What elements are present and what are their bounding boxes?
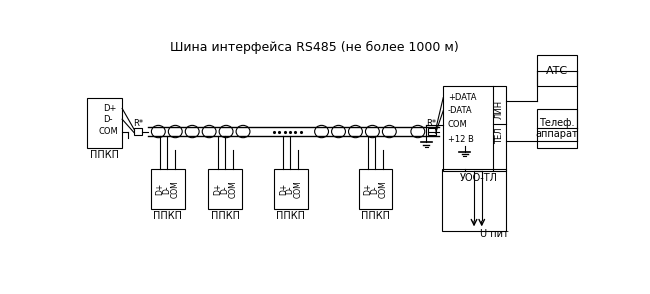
- Text: ППКП: ППКП: [90, 150, 119, 160]
- Text: ППКП: ППКП: [361, 211, 390, 221]
- Text: Шина интерфейса RS485 (не более 1000 м): Шина интерфейса RS485 (не более 1000 м): [170, 41, 458, 54]
- Text: U пит: U пит: [480, 229, 509, 239]
- Text: УОО-ТЛ: УОО-ТЛ: [460, 173, 498, 183]
- Bar: [443, 86, 506, 171]
- Text: COM: COM: [170, 181, 179, 198]
- Bar: [428, 128, 436, 135]
- Text: ЛИН: ЛИН: [495, 100, 504, 119]
- Text: COM: COM: [228, 181, 237, 198]
- Bar: [151, 169, 185, 209]
- Text: Телеф.
аппарат: Телеф. аппарат: [536, 118, 579, 139]
- Text: COM: COM: [294, 181, 303, 198]
- Text: ППКП: ППКП: [211, 211, 240, 221]
- Text: D+: D+: [155, 183, 164, 196]
- Text: R*: R*: [133, 118, 144, 128]
- Text: D-: D-: [285, 185, 294, 193]
- Text: D-: D-: [220, 185, 229, 193]
- Text: D-: D-: [103, 115, 112, 124]
- Text: D+: D+: [279, 183, 288, 196]
- Text: D-: D-: [162, 185, 172, 193]
- Text: ТЕЛ: ТЕЛ: [495, 127, 504, 143]
- Text: ППКП: ППКП: [276, 211, 306, 221]
- Bar: [86, 98, 122, 148]
- Text: COM: COM: [378, 181, 387, 198]
- Text: D+: D+: [103, 104, 116, 113]
- Text: D-: D-: [370, 185, 380, 193]
- Bar: [359, 169, 393, 209]
- Text: D+: D+: [213, 183, 222, 196]
- Bar: [537, 55, 577, 86]
- Text: +12 В: +12 В: [448, 136, 474, 144]
- Text: COM: COM: [98, 127, 118, 136]
- Bar: [537, 109, 577, 148]
- Bar: [442, 169, 506, 231]
- Text: ППКП: ППКП: [153, 211, 182, 221]
- Text: АТС: АТС: [546, 66, 568, 76]
- Text: R*: R*: [426, 118, 437, 128]
- Bar: [135, 128, 142, 135]
- Bar: [274, 169, 307, 209]
- Text: D+: D+: [363, 183, 372, 196]
- Text: +DATA: +DATA: [448, 93, 476, 102]
- Bar: [209, 169, 242, 209]
- Text: -DATA: -DATA: [448, 106, 473, 115]
- Text: COM: COM: [448, 120, 467, 129]
